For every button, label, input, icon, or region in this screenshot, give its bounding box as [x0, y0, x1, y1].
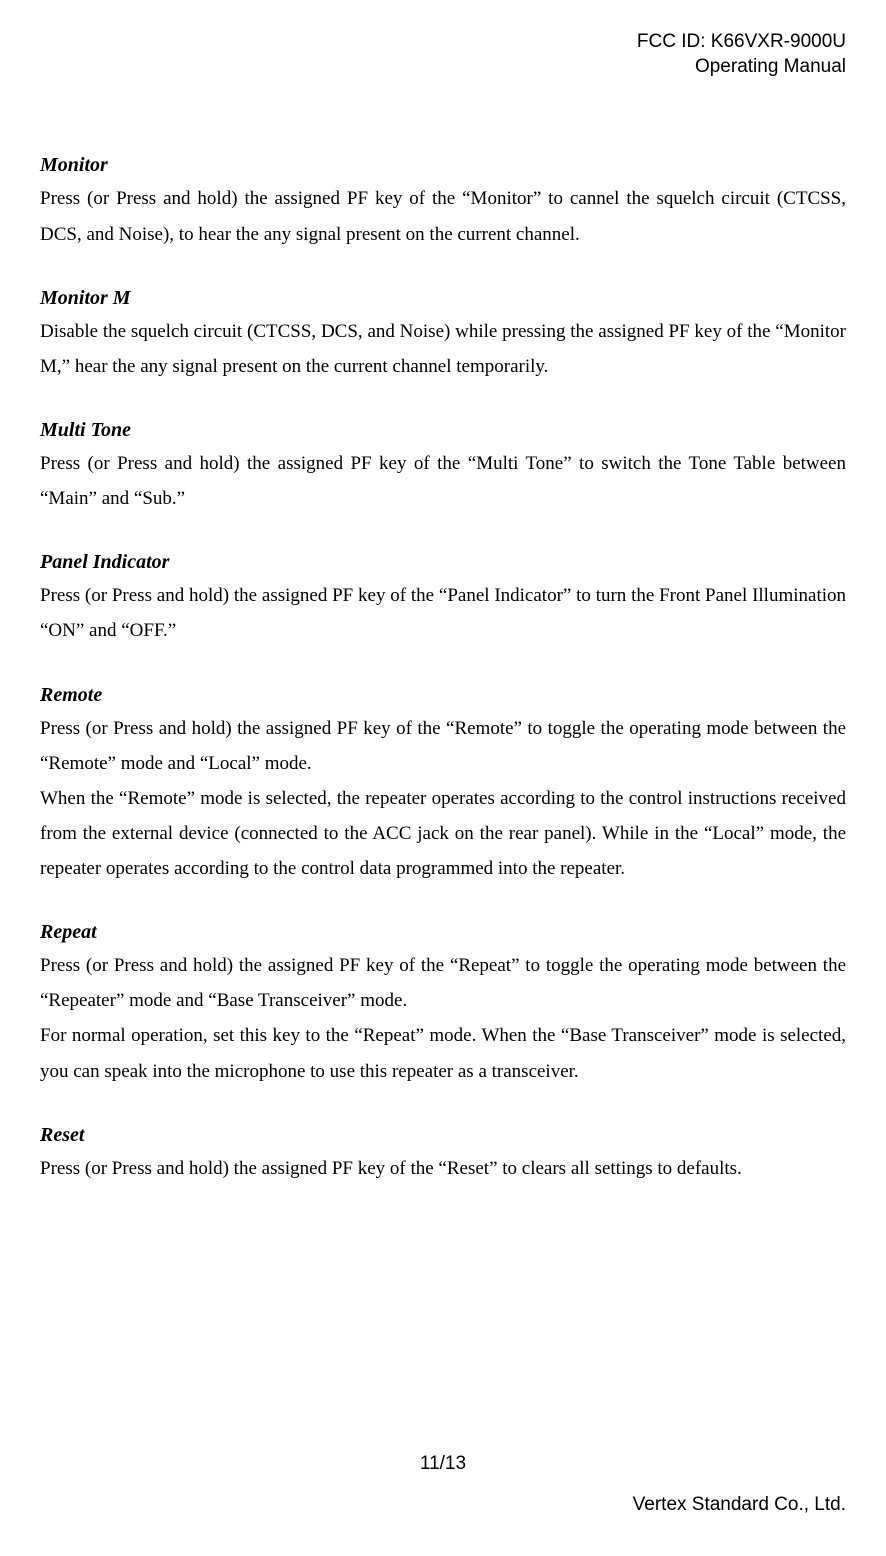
paragraph: Press (or Press and hold) the assigned P… [40, 181, 846, 251]
paragraph: Disable the squelch circuit (CTCSS, DCS,… [40, 314, 846, 384]
section-remote: Remote Press (or Press and hold) the ass… [40, 681, 846, 887]
heading-repeat: Repeat [40, 918, 846, 946]
content-area: Monitor Press (or Press and hold) the as… [40, 151, 846, 1186]
paragraph: For normal operation, set this key to th… [40, 1018, 846, 1088]
page-header: FCC ID: K66VXR-9000U Operating Manual [40, 30, 846, 79]
fcc-id-text: FCC ID: K66VXR-9000U [40, 30, 846, 55]
manual-subtitle: Operating Manual [40, 55, 846, 80]
paragraph: When the “Remote” mode is selected, the … [40, 781, 846, 886]
page-number: 11/13 [0, 1446, 886, 1481]
section-repeat: Repeat Press (or Press and hold) the ass… [40, 918, 846, 1089]
heading-remote: Remote [40, 681, 846, 709]
paragraph: Press (or Press and hold) the assigned P… [40, 948, 846, 1018]
company-name: Vertex Standard Co., Ltd. [0, 1487, 886, 1522]
paragraph: Press (or Press and hold) the assigned P… [40, 578, 846, 648]
section-panel-indicator: Panel Indicator Press (or Press and hold… [40, 548, 846, 648]
section-monitor-m: Monitor M Disable the squelch circuit (C… [40, 284, 846, 384]
paragraph: Press (or Press and hold) the assigned P… [40, 446, 846, 516]
heading-monitor-m: Monitor M [40, 284, 846, 312]
page-footer: 11/13 Vertex Standard Co., Ltd. [0, 1446, 886, 1522]
heading-multi-tone: Multi Tone [40, 416, 846, 444]
section-monitor: Monitor Press (or Press and hold) the as… [40, 151, 846, 251]
heading-panel-indicator: Panel Indicator [40, 548, 846, 576]
heading-reset: Reset [40, 1121, 846, 1149]
paragraph: Press (or Press and hold) the assigned P… [40, 1151, 846, 1186]
heading-monitor: Monitor [40, 151, 846, 179]
page-container: FCC ID: K66VXR-9000U Operating Manual Mo… [0, 0, 886, 1556]
section-reset: Reset Press (or Press and hold) the assi… [40, 1121, 846, 1186]
section-multi-tone: Multi Tone Press (or Press and hold) the… [40, 416, 846, 516]
paragraph: Press (or Press and hold) the assigned P… [40, 711, 846, 781]
